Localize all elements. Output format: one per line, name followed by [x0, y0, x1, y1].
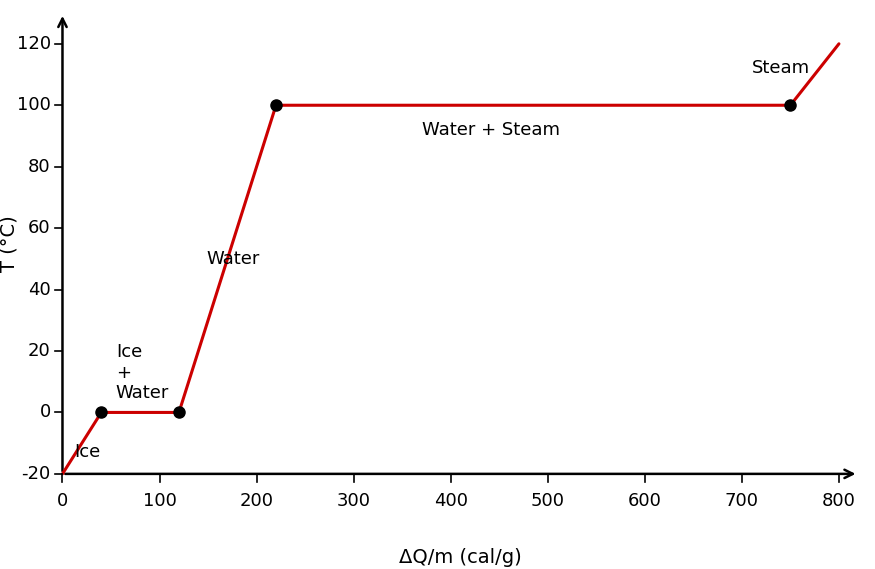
Text: 60: 60	[28, 219, 51, 237]
Text: Ice
+
Water: Ice + Water	[116, 343, 169, 402]
Text: 20: 20	[28, 342, 51, 360]
Text: 0: 0	[57, 492, 68, 510]
Text: 120: 120	[17, 35, 51, 53]
Text: 40: 40	[28, 281, 51, 299]
Text: 80: 80	[28, 158, 51, 176]
Text: Steam: Steam	[752, 59, 809, 77]
Text: Water + Steam: Water + Steam	[422, 121, 560, 139]
Text: 400: 400	[434, 492, 468, 510]
Text: 100: 100	[143, 492, 177, 510]
Text: 700: 700	[724, 492, 759, 510]
Text: T (°C): T (°C)	[0, 215, 18, 272]
Text: 0: 0	[39, 403, 51, 422]
Text: Water: Water	[206, 250, 260, 268]
Text: 100: 100	[17, 96, 51, 114]
Text: ΔQ/m (cal/g): ΔQ/m (cal/g)	[399, 547, 522, 567]
Text: 200: 200	[240, 492, 274, 510]
Text: Ice: Ice	[74, 443, 101, 461]
Text: 800: 800	[822, 492, 856, 510]
Text: 300: 300	[337, 492, 371, 510]
Text: -20: -20	[22, 465, 51, 483]
Text: 500: 500	[531, 492, 564, 510]
Text: 600: 600	[628, 492, 662, 510]
